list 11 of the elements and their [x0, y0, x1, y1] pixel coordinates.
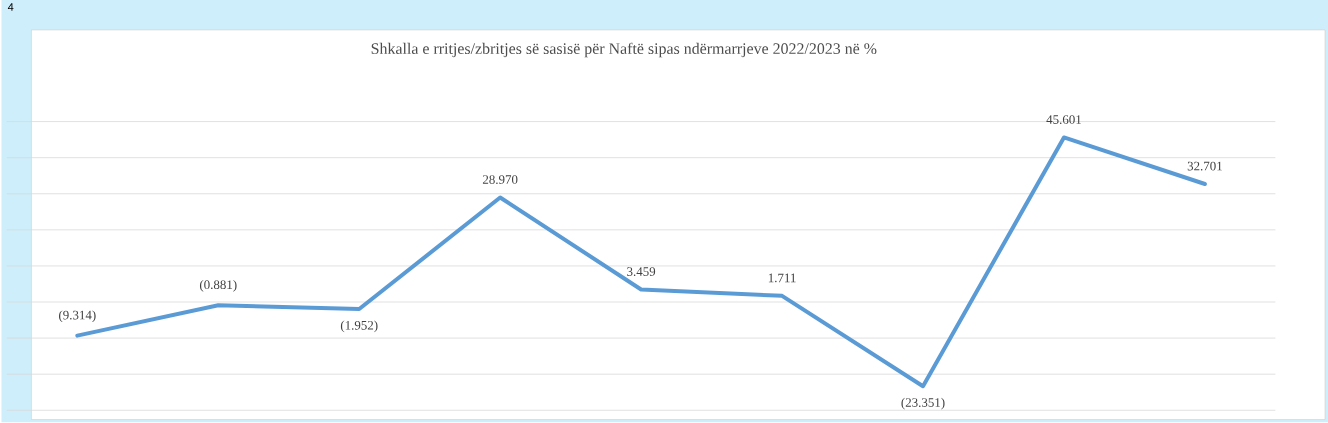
data-label: (0.881): [199, 280, 237, 292]
data-label: 45.601: [1046, 115, 1081, 125]
data-label: 28.970: [482, 175, 518, 185]
data-label: (1.952): [340, 320, 378, 333]
data-label: 3.459: [627, 267, 656, 277]
chart-title: Shkalla e rritjes/zbritjes së sasisë për Naftë sipas ndërmarrjeve 2022/2023 në %: [371, 42, 877, 58]
data-label: (23.351): [901, 398, 945, 410]
data-label: 1.711: [768, 273, 796, 283]
text: 4: [7, 3, 14, 11]
data-label: 32.701: [1187, 161, 1222, 171]
data-label: (9.314): [59, 310, 96, 323]
